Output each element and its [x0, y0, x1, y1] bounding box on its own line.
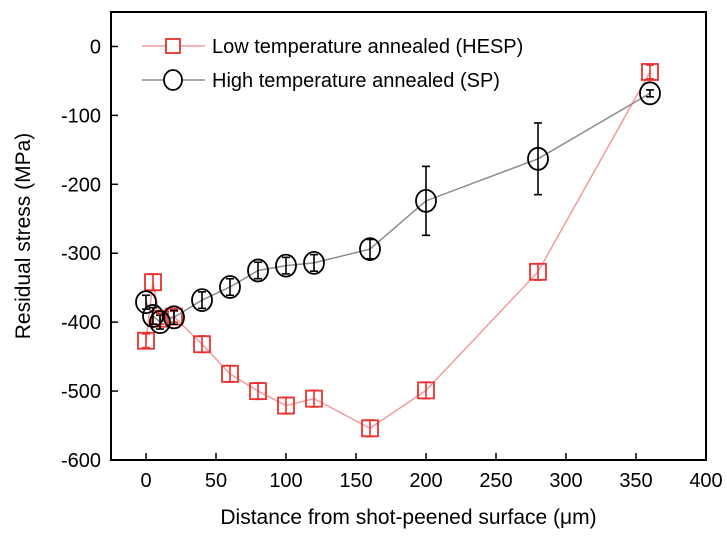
data-point-circle: [163, 305, 185, 330]
data-point-circle: [135, 290, 157, 315]
x-tick-label: 150: [339, 470, 372, 492]
y-tick-label: -100: [61, 105, 101, 127]
data-point-square: [221, 364, 239, 383]
axis-layer: 0 50 100 150 200 250 300 350 400 0 -100 -200 -300 -40…: [61, 36, 723, 492]
legend-label: Low temperature annealed (HESP): [212, 36, 523, 58]
plot-frame: [110, 11, 707, 461]
data-point-square: [277, 396, 295, 415]
legend-marker-square: [165, 38, 181, 54]
x-tick-label: 200: [409, 470, 442, 492]
series-layer: [135, 63, 661, 438]
data-point-circle: [415, 188, 437, 213]
data-point-square: [305, 389, 323, 408]
data-point-circle: [149, 310, 171, 335]
data-point-circle: [527, 146, 549, 171]
legend: Low temperature annealed (HESP) High temp…: [142, 36, 523, 92]
legend-label: High temperature annealed (SP): [212, 70, 500, 92]
x-axis-title: Distance from shot-peened surface (μm): [220, 506, 596, 529]
series-sp: [135, 81, 661, 335]
data-point-square: [641, 63, 659, 81]
x-tick-label: 0: [140, 470, 151, 492]
data-point-circle: [639, 81, 661, 106]
y-tick-label: -300: [61, 243, 101, 265]
x-tick-label: 250: [479, 470, 512, 492]
x-tick-label: 50: [205, 470, 227, 492]
data-point-circle: [275, 253, 297, 278]
y-tick-label: -400: [61, 312, 101, 334]
data-point-square: [193, 335, 211, 354]
x-tick-label: 400: [689, 470, 722, 492]
legend-marker-circle: [163, 69, 183, 91]
legend-item-hesp: Low temperature annealed (HESP): [142, 36, 523, 58]
data-point-square: [529, 262, 547, 281]
legend-item-sp: High temperature annealed (SP): [142, 69, 500, 92]
data-point-circle: [219, 275, 241, 299]
x-tick-label: 100: [269, 470, 302, 492]
y-tick-label: 0: [90, 36, 101, 58]
data-point-square: [417, 381, 435, 400]
data-point-circle: [191, 288, 213, 312]
data-point-circle: [359, 237, 381, 261]
y-axis-title: Residual stress (MPa): [12, 133, 35, 340]
data-point-square: [137, 331, 155, 350]
x-tick-label: 300: [549, 470, 582, 492]
y-tick-label: -600: [61, 450, 101, 472]
data-point-square: [144, 273, 162, 292]
y-tick-label: -500: [61, 381, 101, 403]
data-point-square: [249, 382, 267, 400]
data-point-circle: [247, 258, 269, 283]
y-tick-label: -200: [61, 174, 101, 196]
x-tick-label: 350: [619, 470, 652, 492]
data-point-square: [361, 419, 379, 438]
data-point-circle: [303, 250, 325, 275]
